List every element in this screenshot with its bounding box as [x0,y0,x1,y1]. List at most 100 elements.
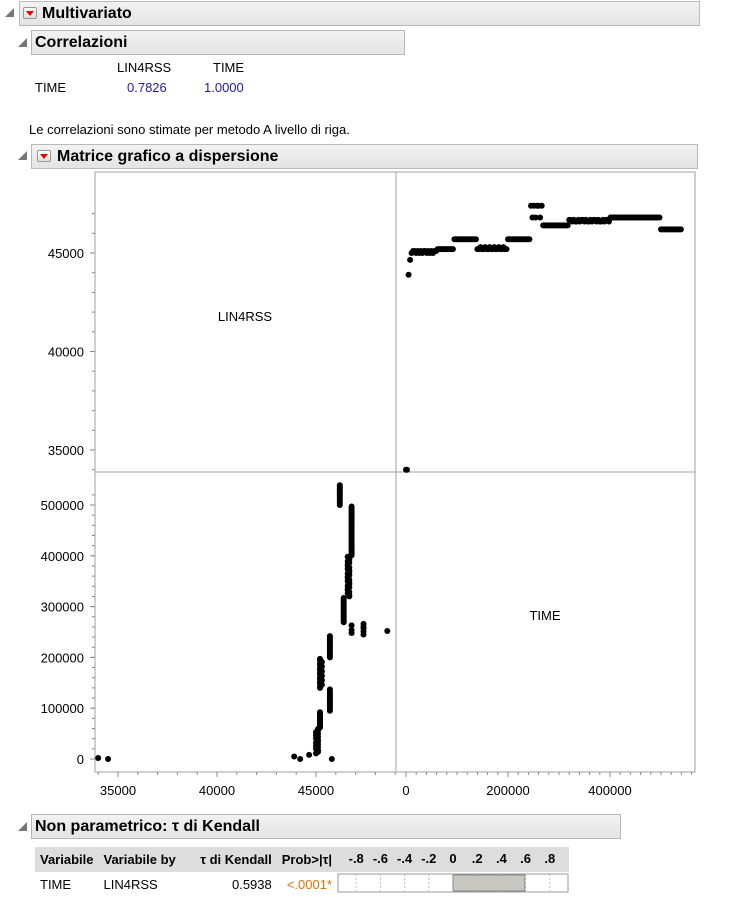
bar-tick-label: .2 [472,851,483,866]
collapse-triangle-icon[interactable] [18,38,27,47]
scatter-point [569,218,576,225]
scatter-point [592,216,599,223]
bar-tick-label: -.2 [421,851,436,866]
scatter-point [317,713,323,720]
scatter-point [348,531,355,537]
scatter-point [344,575,351,582]
scatter-point [572,218,579,225]
scatter-point [485,246,492,253]
scatter-point [336,494,343,501]
scatter-point [348,529,355,536]
red-triangle-menu-icon[interactable] [37,150,51,162]
collapse-triangle-icon[interactable] [18,822,27,831]
kendall-table: Variabile Variabile by τ di Kendall Prob… [35,847,570,897]
scatter-point [583,216,589,223]
scatter-point [596,218,603,225]
scatter-point [601,218,608,225]
scatter-point [604,216,611,223]
corr-col-header-2: TIME [213,60,245,75]
scatter-point [567,216,574,223]
scatter-point [494,246,501,253]
bar-tick-label: .4 [496,851,508,866]
y-tick-label: 35000 [48,443,84,458]
scatter-point [518,236,525,243]
scatter-point [506,236,513,243]
scatter-point [340,617,347,624]
scatter-point [635,214,641,221]
y-tick-label: 500000 [41,498,84,513]
scatter-point [348,512,355,519]
scatter-point [317,666,323,673]
scatter-point [326,691,333,697]
scatter-point [318,668,325,675]
scatter-point [317,709,323,716]
scatter-point [315,730,321,737]
scatter-point [407,256,414,263]
scatter-point [644,214,651,221]
scatter-point [662,226,669,233]
scatter-point [443,246,450,253]
red-triangle-menu-icon[interactable] [23,7,37,19]
scatter-point [636,214,643,221]
scatter-point [326,654,333,661]
collapse-triangle-icon[interactable] [18,151,27,160]
scatter-point [317,718,323,725]
scatter-point [340,599,347,606]
scatter-point [613,214,620,221]
scatter-point [576,218,583,225]
scatter-point [336,482,343,489]
scatter-point [454,236,461,243]
scatter-point [509,236,516,243]
scatter-point [532,214,539,221]
kendall-col-variabile: Variabile [35,847,99,872]
scatter-point [326,689,333,696]
scatter-point [326,692,333,699]
correlations-header[interactable]: Correlazioni [31,30,405,55]
scatter-point [315,741,321,748]
scatter-point [360,620,367,627]
scatter-point [531,202,537,209]
scatter-point [348,622,355,629]
scatter-point [317,675,323,682]
scatter-point [641,214,648,221]
scatter-point [346,559,353,566]
scatter-point [524,236,531,243]
scatter-point [360,628,367,635]
scatter-point [326,639,333,646]
scatter-point [317,655,323,662]
scatter-point [348,537,355,544]
collapse-triangle-icon[interactable] [5,8,14,17]
bar-tick-label: 0 [449,851,456,866]
scatter-point [622,214,629,221]
scatter-point [546,222,553,229]
diagonal-label-time: TIME [529,608,560,623]
scatter-point [315,738,321,745]
scatter-point [566,216,573,223]
scatter-point [453,236,459,243]
scatter-point [326,646,333,653]
scatter-matrix-header[interactable]: Matrice grafico a dispersione [31,144,698,169]
scatter-point [340,608,347,615]
scatter-point [446,246,453,253]
scatter-point [670,226,677,233]
scatter-point [326,701,333,708]
scatter-point [348,521,355,528]
scatter-point [477,244,484,251]
multivariate-header[interactable]: Multivariato [19,1,700,26]
scatter-point [472,236,479,243]
scatter-point [326,642,333,649]
scatter-point [317,662,323,668]
kendall-header[interactable]: Non parametrico: τ di Kendall [31,814,621,839]
scatter-point [495,244,502,251]
x-tick-label: 200000 [486,783,529,798]
scatter-point [317,721,323,728]
scatter-point [348,547,355,554]
scatter-point [315,727,321,734]
scatter-point [593,218,600,225]
scatter-point [410,248,417,254]
scatter-point [471,236,478,243]
scatter-point [480,246,487,253]
scatter-point [348,630,355,636]
scatter-point [297,756,304,762]
scatter-point [348,508,355,515]
